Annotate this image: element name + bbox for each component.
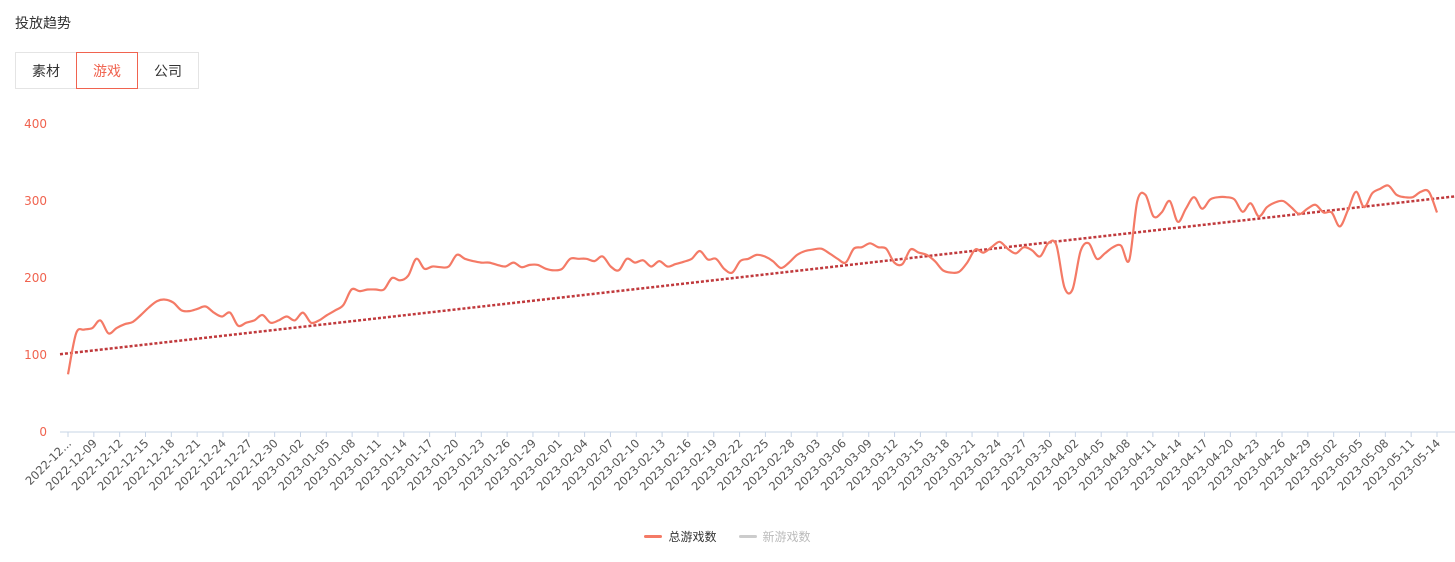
legend-label-total: 总游戏数	[668, 530, 717, 544]
y-tick-label: 200	[24, 271, 47, 285]
legend-swatch-new	[738, 535, 757, 538]
chart-legend: 总游戏数 新游戏数	[0, 528, 1455, 545]
tab-material[interactable]: 素材	[15, 52, 77, 89]
series-line-total-games	[66, 184, 1439, 375]
y-tick-label: 100	[24, 348, 47, 362]
legend-label-new: 新游戏数	[762, 530, 811, 544]
tab-group: 素材 游戏 公司	[15, 52, 199, 89]
legend-item-total-games[interactable]: 总游戏数	[644, 528, 717, 545]
y-tick-label: 400	[24, 117, 47, 131]
tab-company[interactable]: 公司	[137, 52, 199, 89]
section-title: 投放趋势	[15, 16, 71, 32]
legend-swatch-total	[644, 535, 663, 538]
legend-item-new-games[interactable]: 新游戏数	[738, 528, 811, 545]
tab-game[interactable]: 游戏	[76, 52, 138, 89]
y-tick-label: 0	[39, 425, 47, 439]
y-tick-label: 300	[24, 194, 47, 208]
trend-line	[59, 195, 1455, 356]
trend-line-chart: 01002003004002022-12...2022-12-092022-12…	[22, 117, 1455, 493]
